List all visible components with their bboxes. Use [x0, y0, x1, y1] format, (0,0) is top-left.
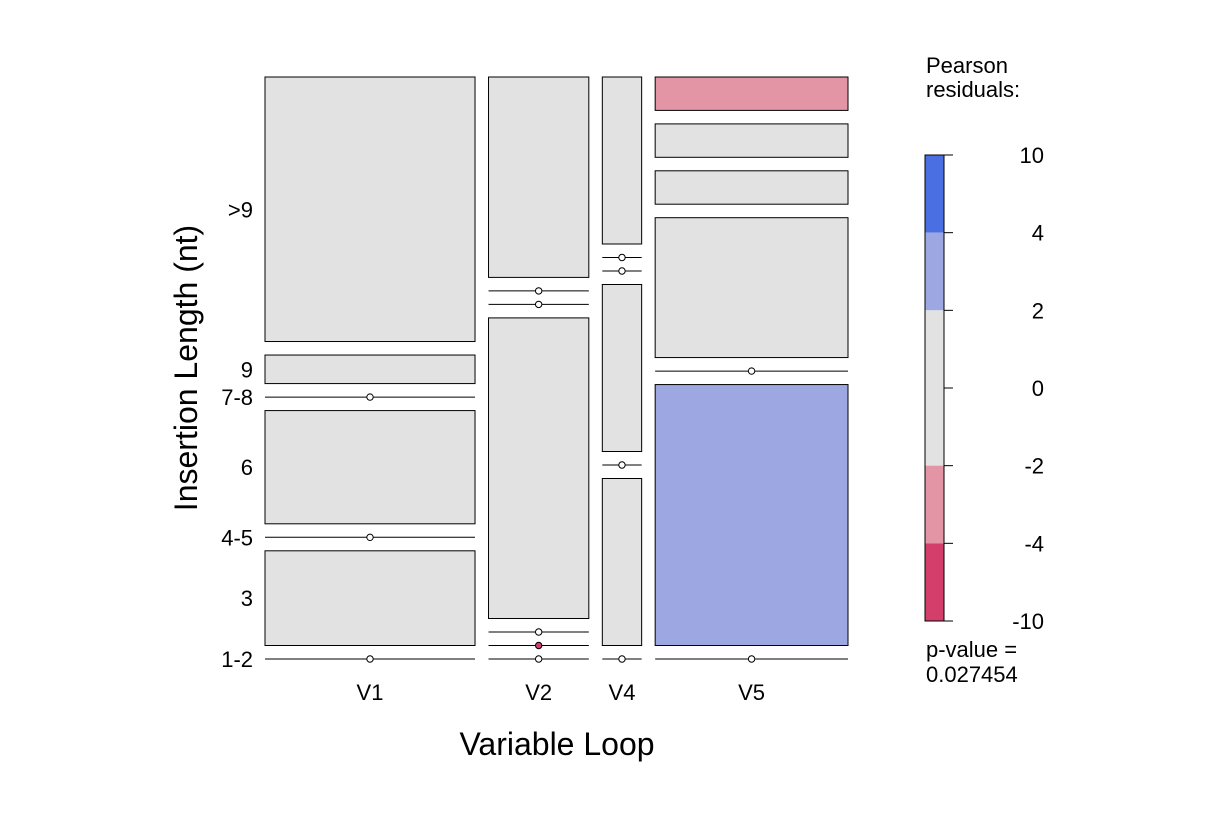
zero-cell-dot-v2-45: [534, 628, 543, 636]
y-tick-label: 4-5: [221, 525, 253, 550]
mosaic-tile-v1-9: [264, 354, 476, 385]
legend-tick-label: 0: [1032, 376, 1044, 401]
legend-band-1: [925, 232, 944, 311]
mosaic-tile-v2-6: [488, 317, 590, 619]
legend-band-0: [925, 155, 944, 233]
mosaic-tile-v5-9: [654, 76, 849, 111]
zero-cell-dot-v4-9: [618, 253, 626, 262]
mosaic-tile-v1-9: [264, 76, 476, 343]
legend-color-bar: [924, 154, 945, 622]
legend-ticks: 10 4 2 0 -2 -4 -10: [944, 143, 1044, 634]
mosaic-tile-v1-6: [264, 410, 476, 525]
x-tick-label: V4: [609, 680, 636, 705]
mosaic-tile-v5-9: [654, 123, 849, 158]
legend-tick-label: 2: [1032, 298, 1044, 323]
legend-title-line2: residuals:: [926, 77, 1020, 102]
legend-tick-label: -4: [1024, 531, 1044, 556]
pvalue-line2: 0.027454: [926, 662, 1018, 687]
zero-cell-dot-v2-9: [534, 287, 543, 295]
legend-title-line1: Pearson: [926, 53, 1008, 78]
pvalue-line1: p-value =: [926, 637, 1017, 662]
mosaic-tile-v1-3: [264, 550, 476, 646]
x-tick-label: V5: [738, 680, 765, 705]
y-tick-label: 7-8: [221, 385, 253, 410]
mosaic-tile-v4-9: [601, 76, 643, 245]
mosaic-tiles: [264, 76, 849, 663]
x-tick-labels: V1 V2 V4 V5: [357, 680, 765, 705]
y-tick-label: 1-2: [221, 647, 253, 672]
zero-cell-dot-v4-45: [618, 461, 626, 469]
x-tick-label: V2: [525, 680, 552, 705]
y-tick-labels: 1-2 3 4-5 6 7-8 9 >9: [221, 197, 253, 672]
y-tick-label: >9: [228, 197, 253, 222]
mosaic-tile-v5-78: [654, 170, 849, 205]
x-tick-label: V1: [357, 680, 384, 705]
zero-cell-dot-v1-78: [366, 393, 374, 401]
legend-tick-label: 10: [1020, 143, 1044, 168]
legend-band-2: [925, 310, 944, 466]
legend-band-4: [925, 543, 944, 621]
mosaic-tile-v5-6: [654, 217, 849, 359]
mosaic-tile-v5-3: [654, 384, 849, 646]
y-tick-label: 3: [241, 586, 253, 611]
zero-cell-dot-v4-12: [618, 655, 626, 663]
zero-cell-dot-v1-45: [366, 533, 374, 542]
zero-cell-dot-v1-12: [366, 655, 374, 663]
zero-cell-dot-v2-78: [534, 300, 543, 309]
x-axis-title: Variable Loop: [459, 726, 654, 762]
legend-tick-label: -10: [1012, 609, 1044, 634]
mosaic-tile-v2-9: [488, 76, 590, 278]
zero-cell-dot-v5-12: [747, 655, 756, 663]
legend-tick-label: -2: [1024, 454, 1044, 479]
mosaic-tile-v4-3: [601, 478, 643, 646]
y-tick-label: 6: [241, 455, 253, 480]
legend-band-3: [925, 465, 944, 544]
zero-cell-dot-v2-3: [534, 641, 543, 650]
zero-cell-dot-v2-12: [534, 655, 543, 663]
residual-legend: Pearson residuals: 10 4 2 0 -2 -4 -10 p-value …: [924, 53, 1044, 687]
zero-cell-dot-v5-45: [747, 367, 756, 375]
y-axis-title: Insertion Length (nt): [168, 225, 204, 511]
mosaic-tile-v4-6: [601, 284, 643, 452]
zero-cell-dot-v4-78: [618, 267, 626, 275]
y-tick-label: 9: [241, 357, 253, 382]
legend-tick-label: 4: [1032, 221, 1044, 246]
